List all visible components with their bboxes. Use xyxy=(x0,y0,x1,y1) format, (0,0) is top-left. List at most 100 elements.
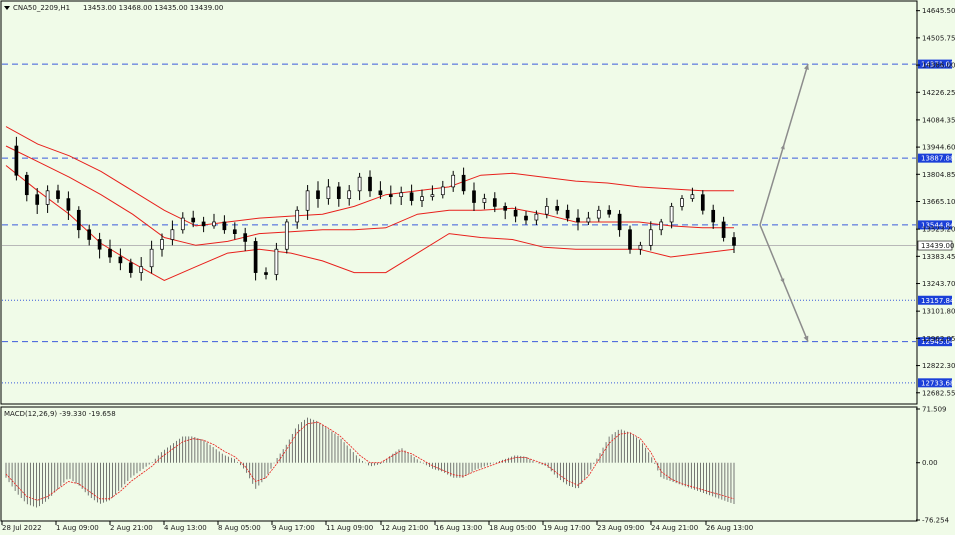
time-tick-label: 18 Aug 05:00 xyxy=(489,524,536,532)
time-tick-label: 19 Aug 17:00 xyxy=(543,524,590,532)
price-tick-label: 12682.55 xyxy=(922,389,955,397)
candle-body xyxy=(253,241,258,273)
candle-body xyxy=(607,209,612,215)
candle-body xyxy=(222,221,227,231)
price-tick-label: 14084.35 xyxy=(922,116,955,124)
candle-body xyxy=(295,209,300,223)
candle-body xyxy=(274,248,279,275)
price-tick-label: 14366.00 xyxy=(922,62,955,70)
time-tick-label: 9 Aug 17:00 xyxy=(272,524,315,532)
macd-tick-label: 0.00 xyxy=(922,459,938,467)
candle-body xyxy=(669,206,674,223)
candle-body xyxy=(732,237,736,246)
candle-body xyxy=(430,194,435,198)
candle-body xyxy=(482,198,487,203)
collapse-triangle-icon[interactable] xyxy=(4,6,10,10)
candle-body xyxy=(14,145,19,176)
candle-body xyxy=(409,192,414,201)
candle-body xyxy=(97,239,102,250)
candle-body xyxy=(56,190,60,199)
projection-midhead xyxy=(780,278,785,284)
candle-body xyxy=(711,209,716,223)
projection-arrows xyxy=(759,63,809,342)
time-axis: 28 Jul 2022 1 Aug 09:00 2 Aug 21:00 4 Aug 1… xyxy=(1,521,753,532)
candle-body xyxy=(191,217,196,223)
candle-body xyxy=(139,266,144,273)
candle-body xyxy=(284,221,289,250)
candle-body xyxy=(451,174,456,188)
candle-body xyxy=(180,217,185,231)
candle-body xyxy=(617,213,622,231)
candle-body xyxy=(721,221,726,238)
macd-tick-label: 71.509 xyxy=(922,406,947,414)
candle-body xyxy=(555,206,560,211)
candle-body xyxy=(586,217,591,223)
candle-body xyxy=(212,221,216,227)
candle-body xyxy=(648,229,653,246)
price-axis: 14645.50 14505.75 14366.00 14226.25 14084.35… xyxy=(916,7,955,397)
candle-body xyxy=(565,209,570,219)
candle-body xyxy=(232,229,237,234)
current-price-tag xyxy=(917,240,953,251)
current-price-label: 13439.00 xyxy=(921,242,954,250)
candle-body xyxy=(576,217,580,223)
candle-body xyxy=(628,229,632,250)
candle-body xyxy=(45,190,50,205)
time-tick-label: 4 Aug 13:00 xyxy=(164,524,207,532)
level-price-label: 12945.04 xyxy=(921,338,955,346)
level-price-label: 13157.84 xyxy=(921,297,955,305)
bollinger-middle xyxy=(5,145,734,246)
macd-axis: 71.509 0.00 -76.254 xyxy=(916,406,950,525)
candle-body xyxy=(399,192,404,198)
price-tick-label: 13243.70 xyxy=(922,280,955,288)
candle-body xyxy=(378,190,383,196)
time-tick-label: 23 Aug 09:00 xyxy=(597,524,644,532)
candle-body xyxy=(534,213,539,221)
level-price-tag xyxy=(918,337,952,347)
main-plot-frame xyxy=(0,0,918,405)
candlesticks xyxy=(14,136,736,281)
candle-body xyxy=(440,186,445,196)
bollinger-bands xyxy=(5,126,735,281)
candle-body xyxy=(596,209,601,219)
time-tick-label: 28 Jul 2022 xyxy=(2,524,42,532)
price-tick-label: 13944.60 xyxy=(922,144,955,152)
candle-body xyxy=(461,174,466,192)
time-tick-label: 24 Aug 21:00 xyxy=(651,524,698,532)
level-price-tag xyxy=(918,153,952,163)
candle-body xyxy=(544,206,549,215)
macd-signal-line xyxy=(5,421,735,501)
horizontal-levels: 14371.01 13887.88 13544.84 13157.84 12945.04… xyxy=(2,59,955,388)
candle-body xyxy=(108,248,112,258)
candle-body xyxy=(347,190,352,199)
price-tick-label: 12822.30 xyxy=(922,362,955,370)
macd-histogram xyxy=(5,417,735,508)
level-price-tag xyxy=(918,295,952,305)
candle-body xyxy=(700,194,705,211)
candle-body xyxy=(264,272,268,275)
candle-body xyxy=(201,221,206,227)
candle-body xyxy=(305,190,310,211)
time-tick-label: 26 Aug 13:00 xyxy=(706,524,753,532)
symbol-timeframe: CNA50_2209,H1 xyxy=(13,4,70,12)
ohlc-values: 13453.00 13468.00 13435.00 13439.00 xyxy=(83,4,223,12)
price-tick-label: 13804.85 xyxy=(922,171,955,179)
candle-body xyxy=(357,176,362,192)
candle-body xyxy=(87,229,92,240)
candle-body xyxy=(149,248,154,268)
candle-body xyxy=(680,198,684,207)
candle-body xyxy=(513,209,518,217)
macd-label: MACD(12,26,9) -39.330 -19.658 xyxy=(4,410,116,418)
level-price-label: 12733.68 xyxy=(921,379,954,387)
candle-body xyxy=(316,190,320,199)
level-price-label: 13887.88 xyxy=(921,155,954,163)
candle-body xyxy=(66,198,71,211)
time-tick-label: 8 Aug 05:00 xyxy=(218,524,261,532)
candle-body xyxy=(118,256,123,264)
price-tick-label: 13101.80 xyxy=(922,308,955,316)
price-tick-label: 13383.45 xyxy=(922,253,955,261)
time-tick-label: 11 Aug 09:00 xyxy=(326,524,373,532)
price-tick-label: 14645.50 xyxy=(922,7,955,15)
candle-body xyxy=(420,196,424,201)
